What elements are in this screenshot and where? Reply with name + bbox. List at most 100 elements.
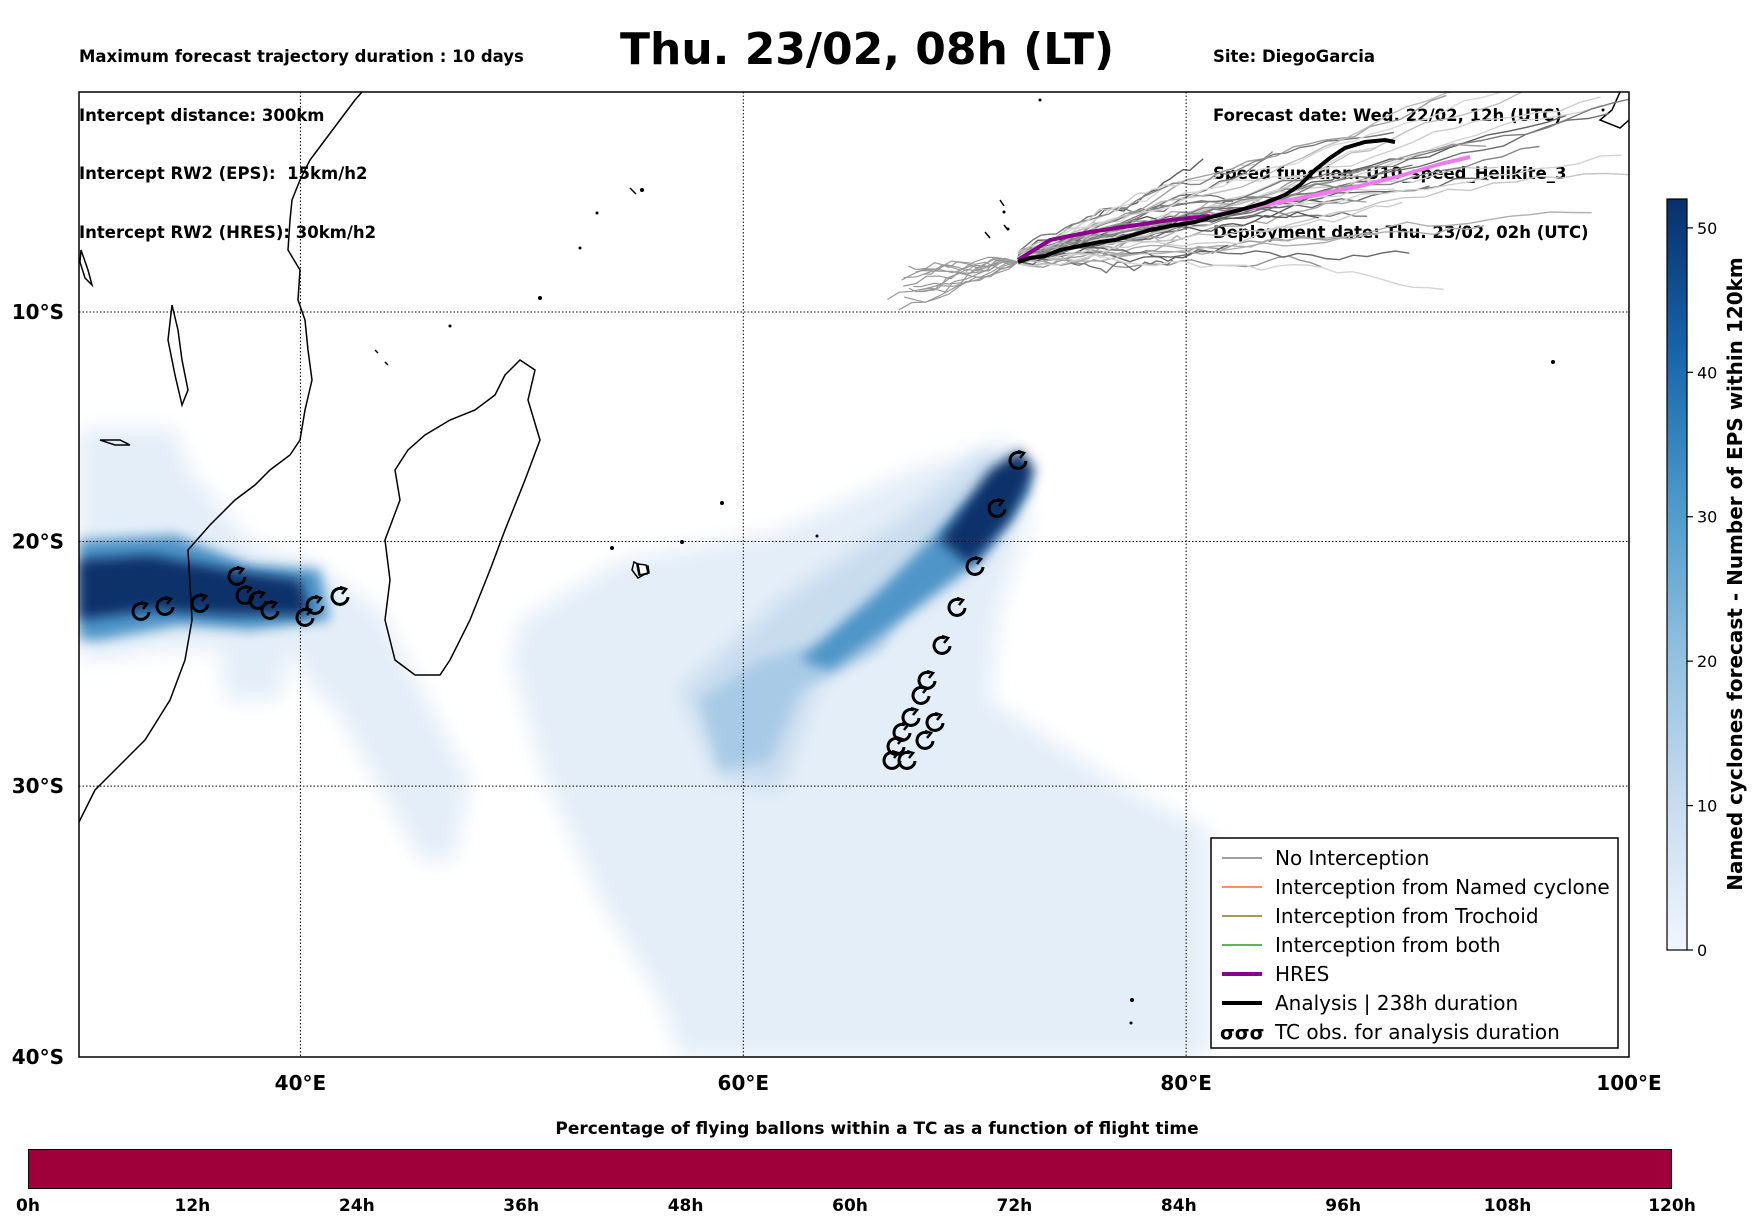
eps-trajectory [908, 258, 1019, 271]
percentage-bar-tick-label: 48h [667, 1196, 704, 1216]
forecast-parameters: Maximum forecast trajectory duration : 1… [79, 8, 524, 262]
tc-obs-swatch: σσσ [1220, 1022, 1264, 1044]
tc-observation-marker [155, 595, 175, 616]
percentage-bar-tick-label: 36h [503, 1196, 540, 1216]
colorbar-gradient [1666, 198, 1688, 951]
legend: No Interception Interception from Named c… [1210, 837, 1619, 1049]
eps-density-field [79, 428, 1210, 1057]
eps-trajectory [1017, 211, 1592, 263]
latitude-label: 40°S [12, 1045, 64, 1069]
tc-observation-marker [330, 585, 350, 606]
legend-label: Analysis | 238h duration [1275, 991, 1518, 1015]
eps-trajectory [1017, 194, 1234, 253]
param-line: Maximum forecast trajectory duration : 1… [79, 47, 524, 66]
eps-trajectory [887, 261, 1019, 301]
site-info: Site: DiegoGarcia Forecast date: Wed. 22… [1213, 8, 1589, 262]
percentage-bar-tick-label: 120h [1648, 1196, 1696, 1216]
eps-trajectory [898, 261, 1019, 311]
longitude-label: 80°E [1160, 1071, 1212, 1095]
longitude-label: 60°E [718, 1071, 770, 1095]
tc-observation-marker [917, 669, 937, 690]
map-gridlines [79, 92, 1629, 1057]
longitude-label: 100°E [1596, 1071, 1661, 1095]
percentage-bar-tick-label: 60h [832, 1196, 868, 1216]
percentage-bar-title: Percentage of flying ballons within a TC… [555, 1119, 1199, 1139]
lake-tanganyika [79, 249, 94, 288]
tc-observation-marker [235, 584, 255, 605]
legend-box [1210, 837, 1619, 1049]
tc-observation-marker [295, 606, 315, 627]
comoros [374, 349, 389, 366]
legend-label: No Interception [1275, 846, 1429, 870]
eps-trajectory [908, 258, 1019, 293]
tc-observation-marker [1008, 449, 1028, 470]
tc-observation-marker [886, 735, 906, 756]
latitude-label: 20°S [12, 529, 64, 553]
colorbar: 0 10 20 30 40 50 Named cyclones forecast - Nu… [1666, 198, 1747, 960]
eps-trajectory [1017, 254, 1322, 269]
tc-observation-marker [892, 721, 912, 742]
hres-track-past [1016, 214, 1211, 262]
legend-label: HRES [1275, 962, 1329, 986]
tc-observation-marker [925, 711, 945, 732]
tc-observations [131, 449, 1028, 770]
latitude-label: 10°S [12, 300, 64, 324]
colorbar-tick-label: 40 [1697, 363, 1717, 382]
percentage-bar-tick-label: 84h [1160, 1196, 1197, 1216]
latitude-labels: 10°S 20°S 30°S 40°S [12, 300, 64, 1069]
tc-observation-marker [947, 596, 967, 617]
madagascar-coast [384, 359, 541, 676]
legend-label: Interception from Trochoid [1275, 904, 1539, 928]
legend-label: Interception from both [1275, 933, 1501, 957]
latitude-label: 30°S [12, 774, 64, 798]
colorbar-tick-label: 0 [1697, 941, 1707, 960]
reunion-outline [637, 563, 649, 576]
colorbar-label: Named cyclones forecast - Number of EPS … [1723, 257, 1747, 891]
tc-observation-marker [227, 565, 247, 586]
percentage-bar-tick-label: 72h [996, 1196, 1033, 1216]
coastlines [79, 92, 1009, 823]
map-title: Thu. 23/02, 08h (LT) [620, 24, 1115, 75]
tc-observation-marker [965, 555, 985, 576]
colorbar-tick-label: 30 [1697, 508, 1717, 527]
colorbar-tick-label: 10 [1697, 797, 1717, 816]
tc-observation-marker [987, 497, 1007, 518]
tc-observation-marker [248, 589, 268, 610]
tc-observation-marker [882, 749, 902, 770]
legend-label: Interception from Named cyclone [1275, 875, 1610, 899]
eps-trajectory [1017, 92, 1456, 255]
tc-observation-marker [131, 600, 151, 621]
eps-trajectory [1017, 172, 1629, 261]
tc-observation-marker [260, 599, 280, 620]
param-line: Intercept RW2 (HRES): 30km/h2 [79, 222, 377, 242]
tc-observation-marker [932, 634, 952, 655]
sumatra-coast [1598, 92, 1629, 129]
tc-observation-marker [901, 706, 921, 727]
eps-trajectories [887, 92, 1629, 311]
longitude-label: 40°E [275, 1071, 327, 1095]
tc-observation-marker [897, 749, 917, 770]
tc-observation-marker [915, 729, 935, 750]
percentage-bar-tick-label: 108h [1483, 1196, 1532, 1216]
legend-label: TC obs. for analysis duration [1274, 1020, 1560, 1044]
eps-trajectory [1017, 201, 1403, 267]
lake-kariba [99, 439, 131, 446]
seychelles [629, 187, 637, 195]
param-line: Intercept distance: 300km [79, 105, 325, 125]
percentage-bar-tick-label: 24h [338, 1196, 375, 1216]
chagos [984, 199, 1005, 239]
eps-trajectory [903, 261, 1019, 287]
percentage-bar-tick-label: 0h [16, 1196, 40, 1216]
analysis-track [1017, 137, 1396, 264]
percentage-bar-tick-label: 12h [174, 1196, 211, 1216]
eps-trajectory [913, 257, 1019, 288]
colorbar-tick-label: 20 [1697, 652, 1717, 671]
lake-nyasa [167, 304, 189, 408]
eps-trajectory [1017, 253, 1444, 291]
percentage-bar-tick-label: 96h [1325, 1196, 1362, 1216]
tc-observation-marker [190, 592, 210, 613]
percentage-bar [28, 1149, 1672, 1189]
small-islands [448, 98, 1605, 1025]
map-frame [79, 92, 1629, 1057]
